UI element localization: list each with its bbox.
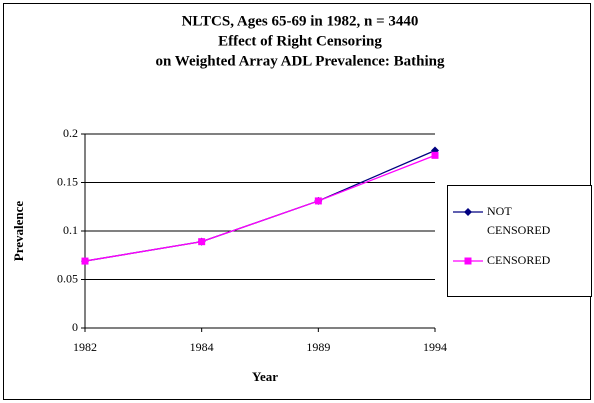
chart-title: on Weighted Array ADL Prevalence: Bathin… <box>155 53 445 69</box>
chart-title: Effect of Right Censoring <box>218 33 382 49</box>
y-tick-label: 0.05 <box>57 271 78 285</box>
y-tick-label: 0.2 <box>63 126 78 140</box>
x-axis-title: Year <box>252 369 278 384</box>
point <box>431 151 439 159</box>
legend-label: CENSORED <box>487 253 551 267</box>
series-line <box>84 154 436 262</box>
x-tick-label: 1984 <box>190 340 214 354</box>
legend-box <box>447 185 592 297</box>
x-tick-label: 1994 <box>423 340 447 354</box>
point <box>314 197 322 205</box>
x-tick-label: 1982 <box>73 340 97 354</box>
point <box>198 238 206 246</box>
point <box>81 257 89 265</box>
y-tick-label: 0 <box>72 320 78 334</box>
legend-marker <box>464 257 472 265</box>
chart-title: NLTCS, Ages 65-69 in 1982, n = 3440 <box>182 13 419 29</box>
x-tick-label: 1989 <box>306 340 330 354</box>
legend-marker <box>464 208 472 216</box>
y-axis-title: Prevalence <box>11 201 26 262</box>
y-tick-label: 0.15 <box>57 174 78 188</box>
y-tick-label: 0.1 <box>63 223 78 237</box>
legend-label: NOT CENSORED <box>487 204 551 237</box>
